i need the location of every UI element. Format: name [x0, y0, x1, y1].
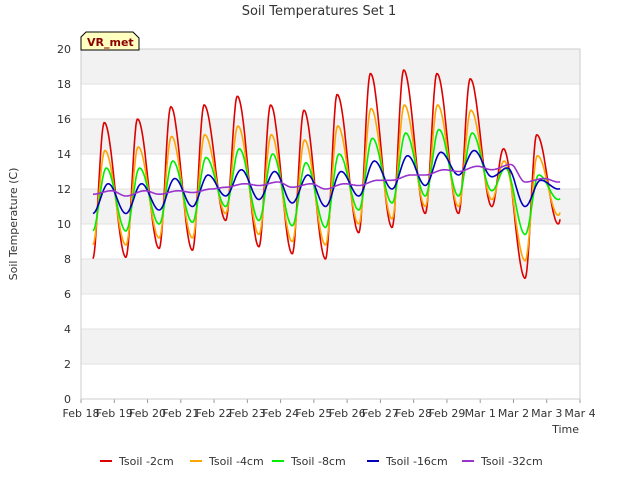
- x-tick-label: Feb 19: [96, 407, 133, 420]
- x-axis-label: Time: [551, 423, 579, 436]
- x-tick-label: Mar 2: [498, 407, 529, 420]
- grid-band: [81, 329, 580, 364]
- x-tick-label: Feb 18: [63, 407, 100, 420]
- legend-label: Tsoil -4cm: [208, 455, 264, 468]
- y-tick-label: 12: [57, 183, 71, 196]
- grid-band: [81, 119, 580, 154]
- legend-label: Tsoil -16cm: [385, 455, 448, 468]
- grid-band: [81, 259, 580, 294]
- y-tick-label: 2: [64, 358, 71, 371]
- x-tick-label: Feb 23: [229, 407, 266, 420]
- x-tick-label: Mar 3: [531, 407, 562, 420]
- y-tick-label: 20: [57, 43, 71, 56]
- y-axis-ticks: 0 2 4 6 8 10 12 14 16 18 20: [57, 43, 71, 406]
- y-tick-label: 10: [57, 218, 71, 231]
- station-badge: VR_met: [80, 31, 140, 51]
- x-tick-label: Feb 26: [329, 407, 366, 420]
- x-tick-label: Feb 21: [162, 407, 199, 420]
- y-tick-label: 18: [57, 78, 71, 91]
- series-lines: [92, 69, 561, 280]
- x-tick-label: Feb 24: [262, 407, 299, 420]
- legend-label: Tsoil -2cm: [118, 455, 174, 468]
- y-tick-label: 0: [64, 393, 71, 406]
- y-tick-label: 8: [64, 253, 71, 266]
- chart-title: Soil Temperatures Set 1: [242, 4, 397, 19]
- series-line-tsoil-2cm: [92, 69, 561, 280]
- x-tick-label: Feb 25: [295, 407, 332, 420]
- legend-label: Tsoil -32cm: [480, 455, 543, 468]
- legend-label: Tsoil -8cm: [290, 455, 346, 468]
- x-tick-label: Feb 27: [362, 407, 399, 420]
- x-tick-label: Feb 28: [395, 407, 432, 420]
- x-tick-label: Mar 1: [465, 407, 496, 420]
- plot-background: [81, 48, 580, 400]
- series-line-tsoil-16cm: [92, 149, 561, 215]
- station-badge-box: [80, 31, 140, 51]
- x-tick-label: Mar 4: [564, 407, 595, 420]
- y-tick-label: 4: [64, 323, 71, 336]
- grid-band: [81, 49, 580, 84]
- station-badge-label: VR_met: [87, 36, 134, 49]
- y-axis-label: Soil Temperature (C): [7, 168, 20, 281]
- plot-frame: [80, 48, 581, 400]
- x-tick-label: Feb 20: [129, 407, 166, 420]
- legend: Tsoil -2cm Tsoil -4cm Tsoil -8cm Tsoil -16c…: [100, 455, 543, 468]
- y-tick-label: 14: [57, 148, 71, 161]
- y-tick-label: 16: [57, 113, 71, 126]
- x-tick-label: Feb 29: [428, 407, 465, 420]
- series-line-tsoil-32cm: [93, 163, 561, 197]
- x-tick-label: Feb 22: [196, 407, 233, 420]
- y-tick-label: 6: [64, 288, 71, 301]
